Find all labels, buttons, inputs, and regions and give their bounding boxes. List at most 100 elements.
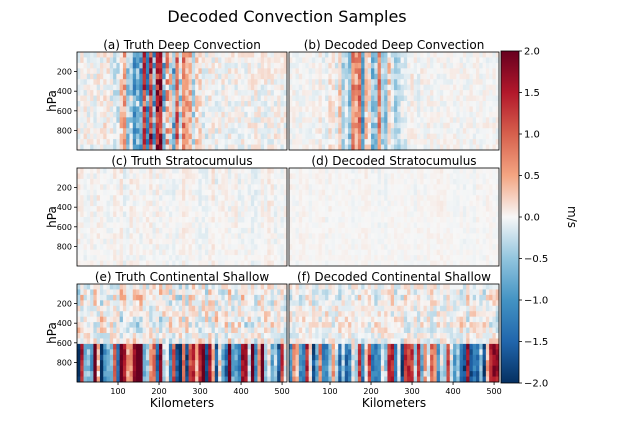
- heatmap-cell: [250, 244, 255, 251]
- heatmap-cell: [453, 139, 457, 145]
- heatmap-cell: [139, 173, 144, 180]
- heatmap-cell: [439, 222, 444, 229]
- heatmap-cell: [93, 349, 98, 356]
- heatmap-cell: [103, 244, 107, 251]
- heatmap-cell: [149, 222, 153, 229]
- heatmap-cell: [142, 211, 147, 218]
- heatmap-cell: [348, 111, 352, 118]
- heatmap-cell: [377, 79, 382, 86]
- heatmap-cell: [308, 211, 313, 218]
- heatmap-cell: [109, 333, 114, 339]
- heatmap-cell: [234, 79, 239, 86]
- heatmap-cell: [155, 133, 160, 140]
- heatmap-cell: [241, 106, 245, 113]
- heatmap-cell: [96, 255, 101, 261]
- heatmap-cell: [250, 95, 255, 102]
- heatmap-cell: [106, 260, 111, 267]
- heatmap-cell: [416, 128, 421, 135]
- heatmap-cell: [201, 52, 206, 58]
- heatmap-cell: [122, 349, 127, 356]
- heatmap-cell: [380, 122, 385, 129]
- heatmap-cell: [103, 284, 107, 290]
- heatmap-cell: [430, 68, 434, 75]
- heatmap-cell: [182, 139, 186, 145]
- heatmap-cell: [292, 95, 296, 102]
- heatmap-cell: [380, 95, 385, 102]
- heatmap-cell: [149, 84, 153, 91]
- heatmap-cell: [218, 195, 222, 202]
- heatmap-cell: [96, 90, 101, 96]
- heatmap-cell: [77, 144, 81, 151]
- heatmap-cell: [204, 73, 209, 80]
- heatmap-cell: [277, 233, 281, 240]
- heatmap-cell: [165, 227, 170, 234]
- heatmap-cell: [318, 90, 323, 96]
- heatmap-cell: [348, 106, 352, 113]
- heatmap-cell: [168, 255, 173, 261]
- heatmap-cell: [295, 62, 300, 69]
- heatmap-cell: [86, 84, 91, 91]
- heatmap-cell: [83, 206, 88, 212]
- heatmap-cell: [109, 327, 114, 334]
- heatmap-cell: [469, 189, 474, 196]
- heatmap-cell: [106, 57, 111, 64]
- heatmap-cell: [374, 117, 378, 124]
- heatmap-cell: [96, 300, 101, 307]
- heatmap-cell: [122, 294, 127, 301]
- heatmap-cell: [139, 117, 144, 124]
- heatmap-cell: [394, 73, 398, 80]
- heatmap-cell: [168, 244, 173, 251]
- heatmap-cell: [93, 343, 98, 350]
- heatmap-cell: [149, 128, 153, 135]
- heatmap-cell: [439, 227, 444, 234]
- heatmap-cell: [308, 217, 313, 223]
- heatmap-cell: [492, 173, 497, 180]
- heatmap-cell: [86, 101, 91, 107]
- heatmap-cell: [439, 200, 444, 207]
- heatmap-cell: [270, 79, 275, 86]
- heatmap-cell: [416, 195, 421, 202]
- heatmap-cell: [325, 178, 329, 185]
- heatmap-cell: [334, 73, 339, 80]
- heatmap-cell: [270, 227, 275, 234]
- heatmap-cell: [479, 84, 483, 91]
- heatmap-cell: [136, 184, 140, 191]
- heatmap-cell: [334, 84, 339, 91]
- heatmap-cell: [109, 68, 114, 75]
- heatmap-cell: [270, 68, 275, 75]
- heatmap-cell: [308, 200, 313, 207]
- heatmap-cell: [267, 222, 271, 229]
- heatmap-cell: [413, 68, 418, 75]
- heatmap-cell: [492, 133, 497, 140]
- heatmap-cell: [185, 173, 189, 180]
- heatmap-cell: [90, 311, 94, 318]
- heatmap-cell: [162, 227, 166, 234]
- heatmap-cell: [390, 133, 395, 140]
- heatmap-cell: [80, 238, 84, 245]
- heatmap-cell: [439, 84, 444, 91]
- heatmap-cell: [351, 255, 356, 261]
- heatmap-cell: [280, 168, 285, 174]
- heatmap-cell: [86, 260, 91, 267]
- heatmap-cell: [241, 244, 245, 251]
- heatmap-cell: [257, 106, 262, 113]
- heatmap-cell: [96, 305, 101, 312]
- heatmap-cell: [462, 255, 467, 261]
- heatmap-cell: [492, 57, 497, 64]
- heatmap-cell: [231, 260, 235, 267]
- heatmap-cell: [227, 57, 232, 64]
- heatmap-cell: [469, 173, 474, 180]
- heatmap-cell: [227, 222, 232, 229]
- heatmap-cell: [318, 57, 323, 64]
- heatmap-cell: [436, 111, 441, 118]
- heatmap-cell: [119, 284, 124, 290]
- heatmap-cell: [280, 95, 285, 102]
- heatmap-cell: [191, 173, 196, 180]
- heatmap-cell: [83, 354, 88, 361]
- heatmap-cell: [338, 106, 342, 113]
- heatmap-cell: [129, 206, 134, 212]
- heatmap-cell: [155, 95, 160, 102]
- heatmap-cell: [384, 249, 388, 256]
- heatmap-cell: [472, 178, 477, 185]
- heatmap-cell: [234, 101, 239, 107]
